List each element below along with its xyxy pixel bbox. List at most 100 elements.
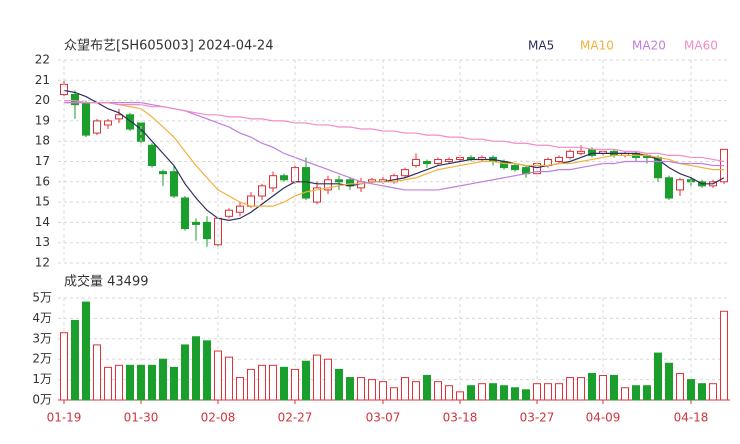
volume-bar [665,362,673,401]
volume-bar [654,352,662,401]
candle-body [225,209,233,217]
candle-body [126,114,134,130]
x-tick-label: 02-27 [278,411,313,425]
candle-body [676,179,684,191]
y-tick-label: 5万 [32,291,52,305]
y-tick-label: 19 [35,113,50,127]
y-tick-label: 20 [35,93,50,107]
y-tick-label: 22 [35,53,50,67]
volume-bar [423,375,431,401]
volume-bar [588,372,596,401]
y-tick-label: 4万 [32,311,52,325]
candle-body [412,158,420,167]
volume-bar [390,387,398,401]
candle-body [236,205,244,213]
volume-bar [291,368,299,401]
volume-bar [511,387,519,401]
candle-body [82,102,90,136]
volume-bar [489,383,497,401]
volume-bar [335,368,343,401]
candle-body [423,161,431,165]
volume-bar [247,368,255,401]
y-tick-label: 21 [35,73,50,87]
volume-bar [181,344,189,401]
volume-bar [401,377,409,401]
volume-bar [533,383,541,401]
candle-body [280,175,288,181]
volume-bar [368,379,376,401]
candle-body [566,150,574,158]
volume-bar [203,340,211,401]
ma-line [64,102,724,207]
volume-bar [159,358,167,401]
volume-bar [357,377,365,401]
volume-bar [192,336,200,401]
x-tick-label: 03-07 [366,411,401,425]
candle-body [445,158,453,163]
x-tick-label: 01-19 [47,411,82,425]
volume-bar [115,364,123,401]
volume-bar [236,377,244,401]
y-tick-label: 15 [35,195,50,209]
chart-title: 众望布艺[SH605003] 2024-04-24 [64,38,273,54]
candle-body [115,114,123,120]
volume-bar [544,383,552,401]
candle-body [192,221,200,225]
volume-bar [148,364,156,401]
volume-bar [577,377,585,401]
y-tick-label: 16 [35,174,50,188]
volume-bar [324,358,332,401]
y-tick-label: 14 [35,215,50,229]
volume-bar [225,356,233,401]
candle-body [258,185,266,197]
volume-bar [643,385,651,401]
candle-body [665,177,673,199]
volume-bar [346,377,354,401]
volume-bar [104,366,112,401]
volume-bar [720,310,728,401]
candle-body [324,179,332,191]
volume-bar [126,364,134,401]
candle-body [269,175,277,189]
volume-bar [555,383,563,401]
volume-bar [214,350,222,401]
volume-bar [687,379,695,401]
volume-bar [170,366,178,401]
y-tick-label: 12 [35,256,50,270]
volume-bar [500,385,508,401]
y-tick-label: 3万 [32,331,52,345]
volume-bar [258,364,266,401]
volume-bar [137,364,145,401]
candle-body [203,221,211,240]
volume-bar [709,383,717,401]
volume-bar [632,385,640,401]
candle-body [511,165,519,171]
x-tick-label: 04-18 [674,411,709,425]
volume-bar [566,377,574,401]
ma-line [64,100,725,163]
volume-bar [522,389,530,401]
y-tick-label: 2万 [32,352,52,366]
volume-bar [412,381,420,401]
candle-body [313,187,321,203]
legend-label: MA20 [632,39,666,53]
legend-label: MA10 [580,39,614,53]
y-tick-label: 17 [35,154,50,168]
volume-bar [302,360,310,401]
y-tick-label: 0万 [32,393,52,407]
volume-bar [456,391,464,401]
candle-body [555,156,563,163]
volume-bar [434,381,442,401]
volume-bar [610,375,618,401]
volume-bar [269,364,277,401]
y-tick-label: 1万 [32,372,52,386]
candle-body [104,120,112,126]
volume-bar [445,385,453,401]
volume-bar [478,383,486,401]
volume-title: 成交量 43499 [64,274,149,290]
candle-body [577,150,585,154]
volume-bar [82,301,90,401]
volume-bar [71,319,79,401]
legend-label: MA5 [528,39,554,53]
